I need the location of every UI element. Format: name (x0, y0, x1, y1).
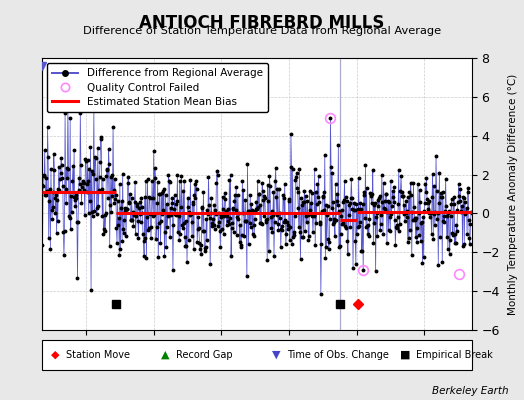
Text: ▲: ▲ (161, 350, 169, 360)
Y-axis label: Monthly Temperature Anomaly Difference (°C): Monthly Temperature Anomaly Difference (… (508, 73, 518, 315)
Text: Record Gap: Record Gap (176, 350, 232, 360)
Legend: Difference from Regional Average, Quality Control Failed, Estimated Station Mean: Difference from Regional Average, Qualit… (47, 63, 268, 112)
Text: ▼: ▼ (272, 350, 280, 360)
Text: Berkeley Earth: Berkeley Earth (432, 386, 508, 396)
Text: Station Move: Station Move (66, 350, 129, 360)
Text: Time of Obs. Change: Time of Obs. Change (287, 350, 388, 360)
Text: Empirical Break: Empirical Break (416, 350, 492, 360)
Text: ■: ■ (400, 350, 410, 360)
Text: ANTIOCH FIBREBRD MILLS: ANTIOCH FIBREBRD MILLS (139, 14, 385, 32)
Text: Difference of Station Temperature Data from Regional Average: Difference of Station Temperature Data f… (83, 26, 441, 36)
Text: ◆: ◆ (51, 350, 59, 360)
